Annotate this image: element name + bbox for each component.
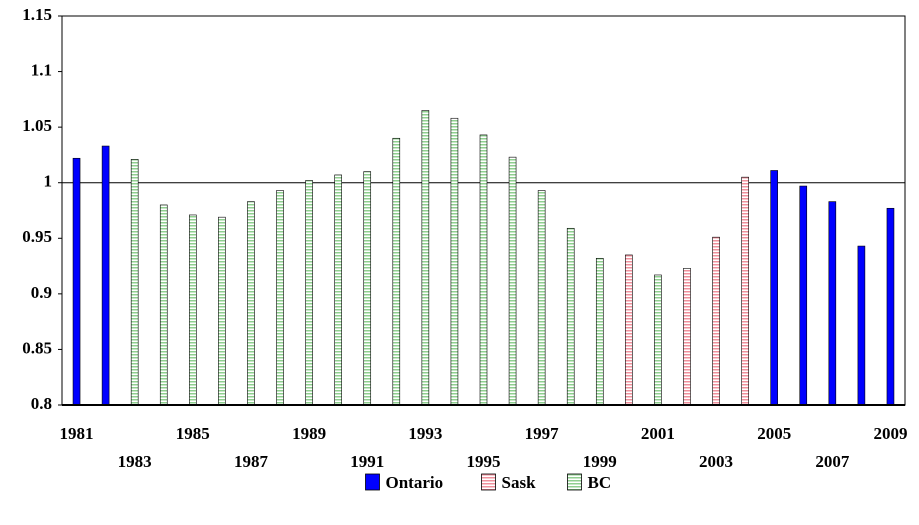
x-tick-label: 1995 bbox=[467, 452, 501, 471]
bar bbox=[712, 236, 720, 406]
bar bbox=[218, 216, 226, 406]
x-tick-label: 1999 bbox=[583, 452, 617, 471]
legend-swatch bbox=[481, 473, 496, 491]
legend-swatch bbox=[567, 473, 582, 491]
bar bbox=[334, 174, 342, 406]
bar bbox=[392, 137, 401, 406]
bar bbox=[770, 170, 778, 406]
bar bbox=[159, 204, 168, 406]
bar bbox=[247, 201, 255, 406]
bar bbox=[595, 257, 604, 406]
y-tick-label: 0.95 bbox=[22, 227, 52, 246]
x-tick-label: 1993 bbox=[408, 424, 442, 443]
y-tick-label: 1.05 bbox=[22, 116, 52, 135]
bar bbox=[799, 185, 808, 406]
y-tick-label: 0.8 bbox=[31, 394, 52, 413]
legend-label: Ontario bbox=[386, 473, 444, 492]
x-tick-label: 1985 bbox=[176, 424, 210, 443]
y-tick-label: 0.85 bbox=[22, 338, 52, 357]
bar bbox=[741, 176, 749, 406]
bar bbox=[886, 207, 895, 406]
bar bbox=[508, 156, 517, 406]
bar bbox=[828, 201, 837, 406]
bar bbox=[101, 145, 110, 406]
x-tick-label: 2007 bbox=[815, 452, 850, 471]
legend-label: BC bbox=[588, 473, 612, 492]
bar bbox=[479, 134, 488, 406]
bar bbox=[654, 274, 662, 406]
bar bbox=[450, 117, 459, 406]
y-tick-label: 1.1 bbox=[31, 60, 52, 79]
bar bbox=[130, 159, 139, 406]
bar bbox=[421, 110, 430, 406]
bar bbox=[189, 214, 197, 406]
x-tick-label: 1997 bbox=[525, 424, 560, 443]
bar bbox=[276, 190, 284, 406]
x-tick-label: 1989 bbox=[292, 424, 326, 443]
bar bbox=[305, 180, 313, 406]
bar bbox=[566, 227, 575, 406]
bar bbox=[537, 190, 546, 406]
legend-swatch bbox=[365, 473, 380, 491]
legend-label: Sask bbox=[502, 473, 537, 492]
y-tick-label: 1.15 bbox=[22, 5, 52, 24]
bar bbox=[625, 254, 633, 406]
x-tick-label: 2003 bbox=[699, 452, 733, 471]
bar bbox=[857, 245, 866, 406]
bar bbox=[72, 157, 81, 406]
y-tick-label: 1 bbox=[44, 172, 53, 191]
x-tick-label: 2001 bbox=[641, 424, 675, 443]
y-tick-label: 0.9 bbox=[31, 283, 52, 302]
x-tick-label: 1983 bbox=[118, 452, 152, 471]
bar bbox=[683, 267, 691, 406]
x-tick-label: 2009 bbox=[873, 424, 907, 443]
x-tick-label: 1991 bbox=[350, 452, 384, 471]
x-tick-label: 1987 bbox=[234, 452, 269, 471]
x-tick-label: 1981 bbox=[60, 424, 94, 443]
bar bbox=[363, 171, 372, 406]
x-tick-label: 2005 bbox=[757, 424, 791, 443]
